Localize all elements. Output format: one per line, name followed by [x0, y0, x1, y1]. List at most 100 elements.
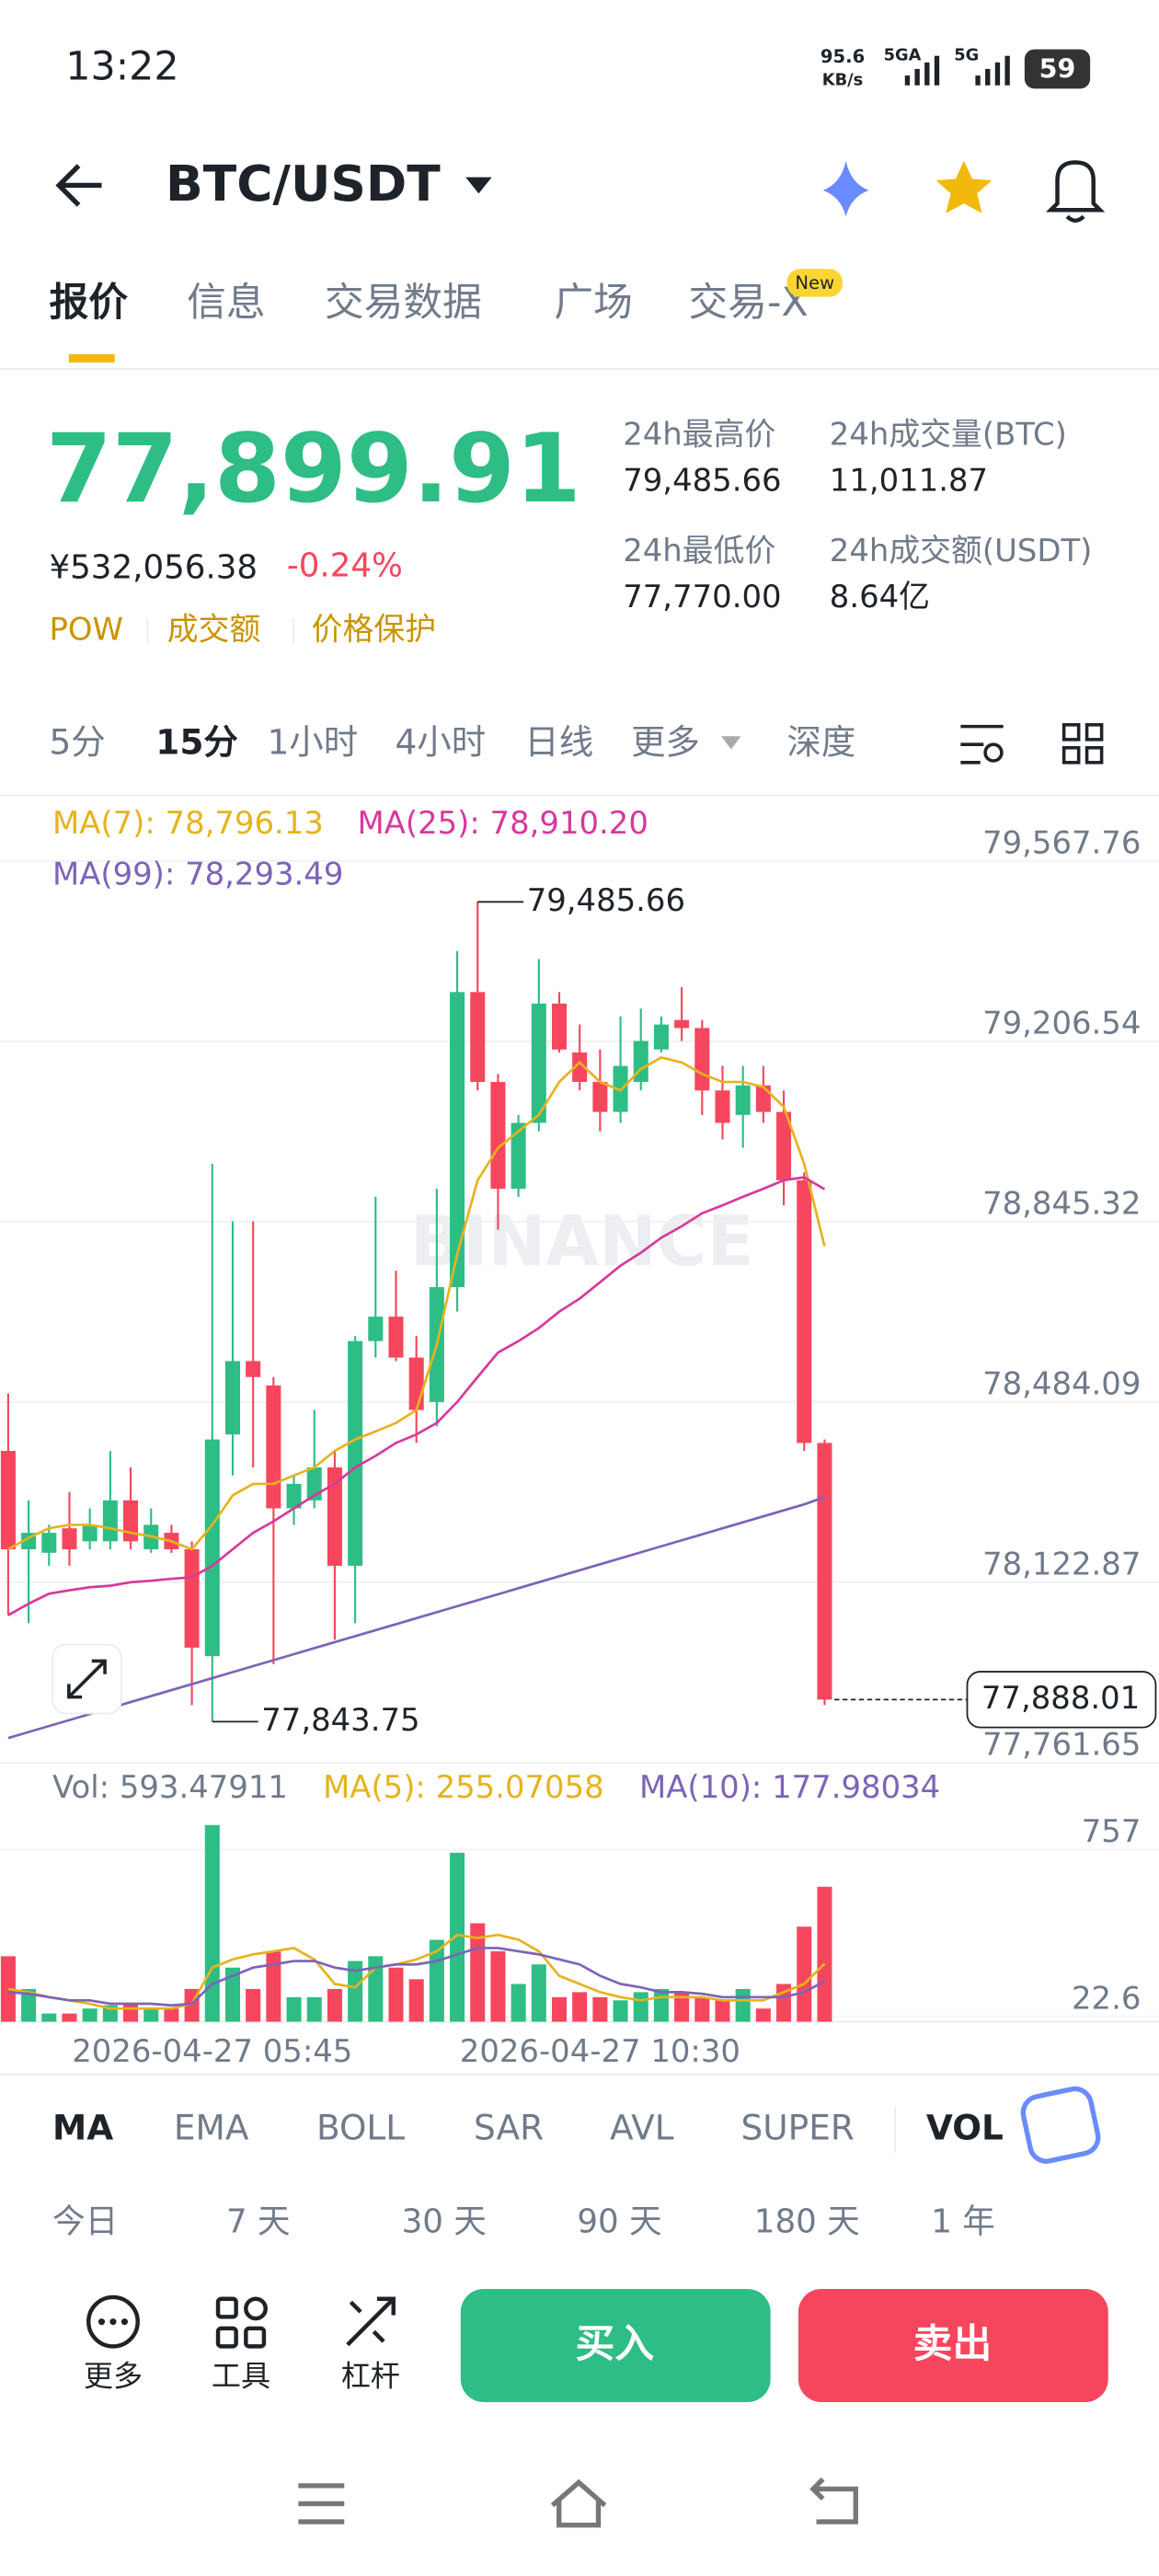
- alert-bell[interactable]: [1045, 160, 1106, 224]
- candle-body: [653, 1024, 669, 1050]
- nav-menu[interactable]: [298, 2483, 345, 2524]
- indicator-tab[interactable]: SAR: [474, 2108, 544, 2148]
- battery: [1024, 49, 1091, 89]
- back-button[interactable]: [55, 164, 102, 207]
- buy-label: 买入: [576, 2321, 655, 2367]
- volume-bar: [715, 2000, 730, 2022]
- sell-label: 卖出: [913, 2321, 993, 2367]
- volume-bar: [408, 1979, 424, 2022]
- stat-label: 24h成交量(BTC): [830, 417, 1067, 453]
- interval[interactable]: 深度: [786, 722, 855, 763]
- tab[interactable]: 报价: [49, 280, 128, 326]
- volume-bar: [551, 1996, 568, 2022]
- ai-icon[interactable]: [822, 160, 869, 217]
- sim-label: 5G: [954, 46, 979, 65]
- indicator-tab[interactable]: VOL: [926, 2108, 1004, 2148]
- nav-home[interactable]: [550, 2478, 607, 2528]
- volume-ma-legend: MA(5): 255.07058: [323, 1769, 604, 1805]
- candle-body: [123, 1500, 139, 1542]
- candle-body: [490, 1082, 506, 1190]
- y-tick-label: 78,845.32: [982, 1185, 1141, 1221]
- volume-bar: [511, 1984, 526, 2022]
- toolbar-label[interactable]: 工具: [212, 2358, 270, 2393]
- volume-bar: [450, 1852, 465, 2022]
- volume-bar: [246, 1988, 261, 2022]
- candle-body: [776, 1111, 792, 1180]
- stat-value: 79,485.66: [623, 463, 781, 499]
- stat-value: 77,770.00: [623, 579, 781, 615]
- candle-body: [348, 1340, 363, 1566]
- interval[interactable]: 4小时: [396, 722, 487, 763]
- period: 90 天: [577, 2203, 661, 2241]
- candle-body: [0, 1451, 16, 1550]
- assistant-icon[interactable]: [1020, 2086, 1101, 2164]
- candle-body: [817, 1443, 832, 1700]
- tab[interactable]: 信息: [187, 280, 266, 326]
- period: 今日: [52, 2203, 118, 2241]
- layout-icon[interactable]: [1061, 723, 1104, 765]
- last-price: 77,899.91: [46, 414, 581, 524]
- toolbar-label[interactable]: 更多: [84, 2358, 143, 2393]
- buy-button[interactable]: [460, 2289, 771, 2402]
- indicator-tab[interactable]: MA: [52, 2108, 113, 2148]
- volume-bar: [62, 2013, 77, 2022]
- toolbar-label[interactable]: 杠杆: [341, 2358, 400, 2393]
- tools-icon[interactable]: [215, 2296, 268, 2349]
- volume-bar: [797, 1926, 812, 2022]
- ma-line: [7, 1176, 826, 1616]
- tab[interactable]: 交易数据: [325, 280, 482, 326]
- current-price-box: [966, 1671, 1157, 1729]
- ma-line: [7, 1056, 826, 1551]
- tag[interactable]: 成交额: [167, 612, 261, 648]
- indicator-tab[interactable]: SUPER: [741, 2108, 855, 2148]
- candle-body: [82, 1524, 98, 1542]
- volume-bar: [21, 1988, 37, 2022]
- volume-bar: [41, 2013, 57, 2022]
- more-dots: [98, 2318, 129, 2326]
- volume-bar: [224, 1967, 240, 2022]
- volume-bar: [592, 1996, 608, 2022]
- interval[interactable]: 1小时: [267, 722, 358, 763]
- tag[interactable]: POW: [49, 612, 123, 648]
- interval[interactable]: 5分: [49, 722, 105, 763]
- ma-legend: MA(7): 78,796.13: [52, 805, 324, 841]
- chart: 79,567.76 79,206.54 78,845.32 78,484.09 78,1…: [0, 805, 1159, 2069]
- price-change: -0.24%: [287, 547, 403, 585]
- candle-body: [368, 1317, 384, 1341]
- favorite-star[interactable]: [935, 160, 993, 213]
- volume-bar: [633, 1992, 648, 2022]
- y-tick-label: 77,761.65: [982, 1727, 1141, 1763]
- indicator-tab[interactable]: AVL: [610, 2108, 674, 2148]
- more-dropdown[interactable]: [721, 736, 741, 750]
- stat-value: 11,011.87: [830, 463, 988, 499]
- stat-value: 8.64亿: [830, 579, 930, 615]
- candle-body: [184, 1549, 200, 1648]
- volume-bar: [694, 1996, 710, 2022]
- indicator-tab[interactable]: EMA: [174, 2108, 249, 2148]
- chart-settings-icon[interactable]: [960, 724, 1004, 765]
- volume-bar: [123, 2004, 139, 2022]
- leverage-icon[interactable]: [346, 2296, 396, 2347]
- volume-bar: [348, 1961, 363, 2022]
- indicator-tab[interactable]: BOLL: [316, 2108, 405, 2148]
- sell-button[interactable]: [798, 2289, 1108, 2402]
- nav-back[interactable]: [809, 2477, 858, 2524]
- interval[interactable]: 更多: [631, 722, 700, 763]
- candle-body: [470, 992, 486, 1083]
- candle-body: [592, 1082, 608, 1112]
- volume-bar: [674, 1992, 690, 2022]
- more-icon[interactable]: [86, 2294, 140, 2349]
- tab[interactable]: 广场: [554, 280, 633, 326]
- x-tick-label: 2026-04-27 05:45: [72, 2033, 352, 2069]
- period: 1 年: [931, 2203, 995, 2241]
- pair-dropdown[interactable]: [465, 177, 492, 194]
- tab-indicator: [68, 354, 115, 362]
- pair-title[interactable]: BTC/USDT: [166, 155, 441, 213]
- volume-ma-line: [7, 1947, 826, 2007]
- interval[interactable]: 15分: [155, 722, 237, 763]
- candle-body: [224, 1361, 240, 1435]
- period: 30 天: [402, 2203, 487, 2241]
- candle-body: [388, 1317, 404, 1358]
- tag[interactable]: 价格保护: [312, 612, 436, 648]
- interval[interactable]: 日线: [524, 722, 593, 763]
